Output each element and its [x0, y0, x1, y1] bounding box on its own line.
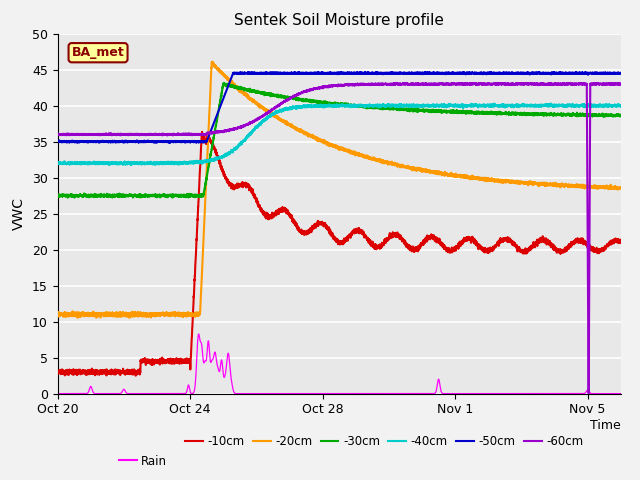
Title: Sentek Soil Moisture profile: Sentek Soil Moisture profile [234, 13, 444, 28]
Text: Time: Time [590, 419, 621, 432]
Legend: Rain: Rain [114, 450, 172, 472]
Y-axis label: VWC: VWC [12, 197, 26, 230]
Text: BA_met: BA_met [72, 46, 124, 59]
